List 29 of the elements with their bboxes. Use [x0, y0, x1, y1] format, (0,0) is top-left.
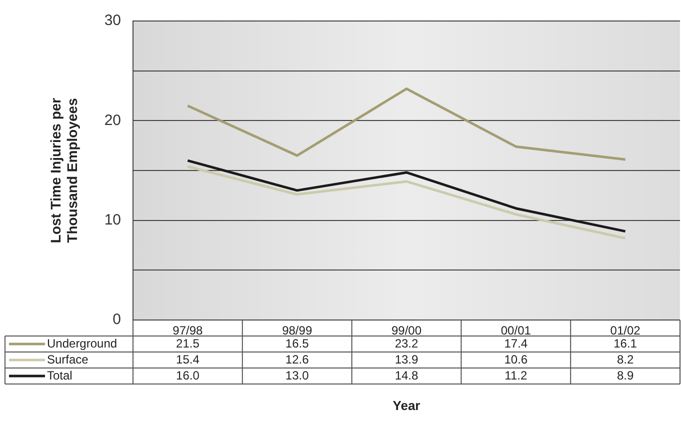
data-label: 10.6 [504, 352, 528, 366]
legend-label: Underground [47, 336, 118, 350]
legend-label: Surface [47, 352, 89, 366]
data-label: 16.1 [614, 336, 638, 350]
data-label: 8.2 [616, 352, 634, 366]
x-tick-label: 01/02 [610, 324, 641, 338]
data-label: 14.8 [394, 368, 418, 382]
y-axis-title: Lost Time Injuries per Thousand Employees [47, 97, 80, 244]
data-label: 17.4 [504, 336, 528, 350]
data-label: 13.9 [394, 352, 418, 366]
x-tick-label: 98/99 [282, 324, 312, 338]
data-label: 15.4 [176, 352, 200, 366]
data-label: 13.0 [285, 368, 310, 382]
x-tick-label: 99/00 [391, 324, 422, 338]
y-tick-label: 20 [104, 112, 121, 129]
data-label: 16.5 [285, 336, 310, 350]
y-tick-label: 30 [104, 12, 121, 30]
data-label: 8.9 [616, 368, 634, 382]
x-tick-label: 97/98 [172, 324, 204, 338]
data-label: 11.2 [504, 368, 528, 382]
x-axis-title: Year [392, 398, 420, 413]
data-label: 23.2 [394, 336, 418, 350]
y-tick-label: 0 [112, 311, 121, 328]
data-label: 12.6 [285, 352, 310, 366]
legend-label: Total [47, 368, 72, 382]
x-tick-label: 00/01 [500, 324, 532, 338]
data-label: 21.5 [176, 336, 200, 350]
y-tick-label: 10 [104, 211, 121, 228]
data-label: 16.0 [176, 368, 200, 382]
